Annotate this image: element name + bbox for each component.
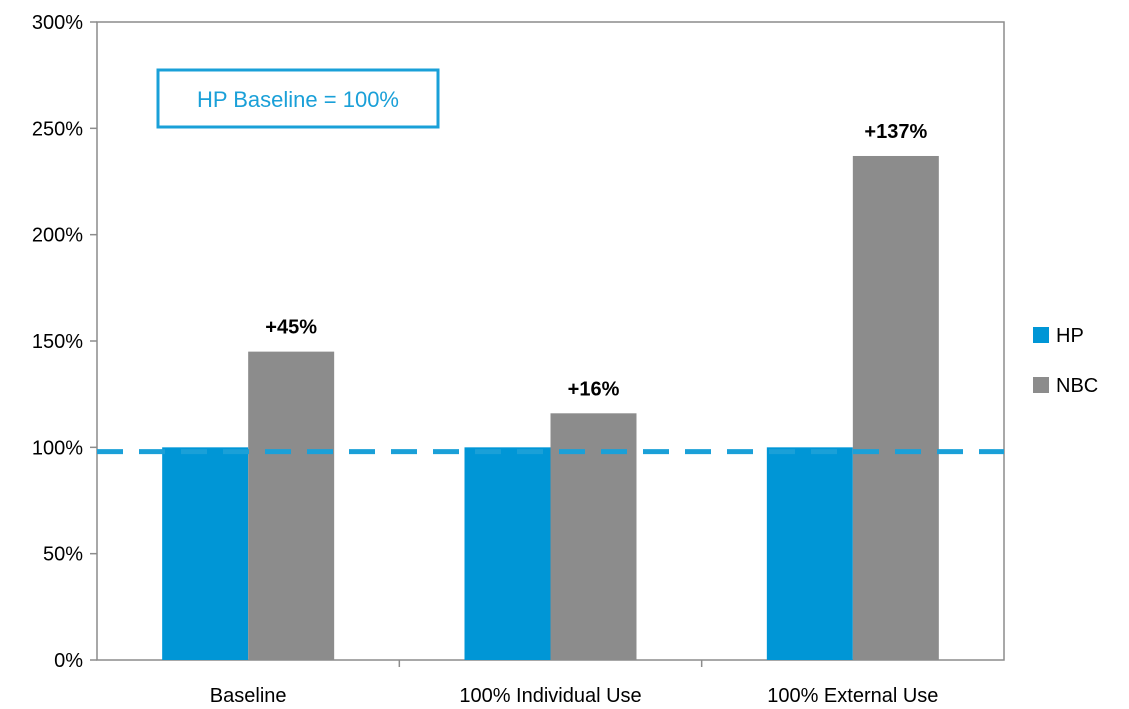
x-tick-label: 100% External Use [767,685,938,707]
axes: 0% 50% 100% 150% 200% 250% 300% Baseline 100% In… [32,12,1005,707]
annotation-group: HP Baseline = 100% [156,68,440,129]
y-tick-label: 300% [32,12,83,34]
y-tick-label: 250% [32,118,83,140]
legend-label-hp: HP [1056,325,1084,347]
bar-nbc [852,155,939,661]
bar-hp [766,447,853,660]
legend: HP NBC [1033,325,1098,397]
y-tick-label: 200% [32,225,83,247]
data-label: +16% [568,378,620,400]
bar-nbc [248,351,335,660]
data-labels: +45% +16% +137% [265,121,927,400]
bar-nbc [550,413,637,660]
legend-label-nbc: NBC [1056,375,1098,397]
annotation-box [156,68,440,129]
y-tick-label: 50% [43,544,83,566]
data-label: +45% [265,317,317,339]
bar-hp [464,447,551,660]
legend-swatch-hp [1033,327,1049,343]
annotation-text: HP Baseline = 100% [197,87,399,112]
bars [162,155,939,661]
y-tick-label: 0% [54,650,83,672]
x-tick-label: 100% Individual Use [459,685,641,707]
y-tick-label: 100% [32,437,83,459]
data-label: +137% [864,121,927,143]
y-tick-label: 150% [32,331,83,353]
bar-hp [162,447,249,660]
x-tick-label: Baseline [210,685,287,707]
legend-swatch-nbc [1033,377,1049,393]
